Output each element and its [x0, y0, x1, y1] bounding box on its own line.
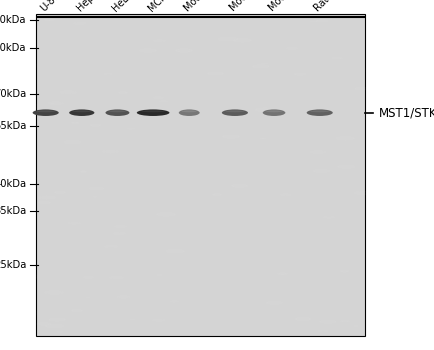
Text: HeLa: HeLa: [110, 0, 135, 13]
Ellipse shape: [73, 110, 90, 112]
Ellipse shape: [310, 110, 328, 112]
Ellipse shape: [306, 110, 332, 116]
Text: 100kDa: 100kDa: [0, 43, 26, 53]
Text: HepG2: HepG2: [75, 0, 105, 13]
Text: U-87MG: U-87MG: [39, 0, 73, 13]
Text: Rat liver: Rat liver: [312, 0, 348, 13]
Text: Mouse brain: Mouse brain: [182, 0, 231, 13]
Ellipse shape: [33, 110, 59, 116]
Ellipse shape: [221, 110, 247, 116]
Ellipse shape: [181, 110, 196, 112]
Text: 130kDa: 130kDa: [0, 15, 26, 25]
Ellipse shape: [178, 110, 199, 116]
Text: Mouse lung: Mouse lung: [227, 0, 274, 13]
Ellipse shape: [69, 110, 94, 116]
Text: Mouse spleen: Mouse spleen: [266, 0, 321, 13]
Ellipse shape: [136, 110, 169, 116]
Ellipse shape: [141, 110, 164, 112]
Ellipse shape: [262, 110, 285, 116]
Bar: [36, 14, 364, 336]
Ellipse shape: [109, 110, 125, 112]
Text: MCF7: MCF7: [146, 0, 172, 13]
Text: 70kDa: 70kDa: [0, 89, 26, 99]
Text: 40kDa: 40kDa: [0, 180, 26, 189]
Text: MST1/STK4: MST1/STK4: [378, 106, 434, 119]
Ellipse shape: [225, 110, 243, 112]
Text: 55kDa: 55kDa: [0, 121, 26, 131]
Ellipse shape: [36, 110, 55, 112]
Ellipse shape: [266, 110, 281, 112]
Ellipse shape: [105, 110, 129, 116]
Text: 35kDa: 35kDa: [0, 206, 26, 216]
Text: 25kDa: 25kDa: [0, 260, 26, 270]
